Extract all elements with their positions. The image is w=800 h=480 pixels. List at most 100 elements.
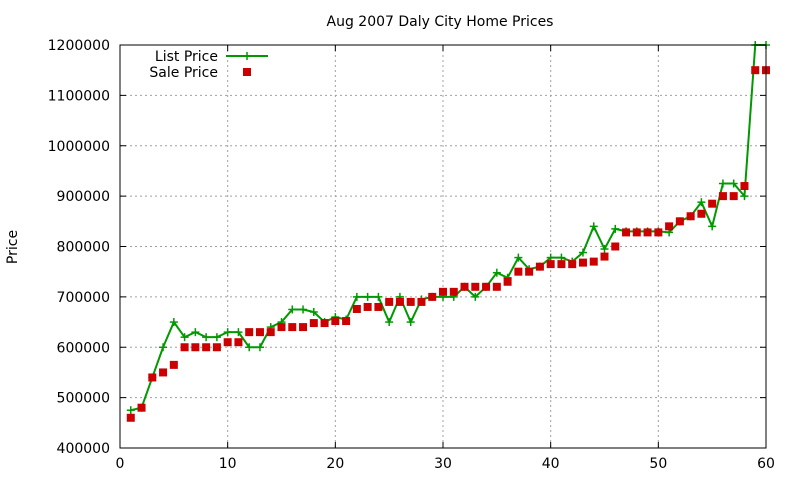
sale-price-point <box>665 222 674 231</box>
sale-price-point <box>503 277 512 286</box>
legend-label: Sale Price <box>149 65 218 81</box>
sale-price-point <box>374 302 383 311</box>
y-tick-label: 600000 <box>57 340 110 356</box>
y-tick-label: 900000 <box>57 189 110 205</box>
sale-price-point <box>482 282 491 291</box>
sale-price-point <box>428 292 437 301</box>
list-price-point <box>234 328 243 337</box>
sale-price-point <box>126 413 135 422</box>
x-tick-label: 10 <box>219 456 237 472</box>
sale-price-point <box>611 242 620 251</box>
sale-price-point <box>460 282 469 291</box>
list-price-point <box>255 343 264 352</box>
sale-price-point <box>622 228 631 237</box>
sale-price-point <box>535 262 544 271</box>
sale-price-point <box>568 260 577 269</box>
list-price-point <box>385 318 394 327</box>
sale-price-point <box>557 260 566 269</box>
list-price-point <box>245 343 254 352</box>
list-price-point <box>212 333 221 342</box>
sale-price-point <box>589 257 598 266</box>
chart-title: Aug 2007 Daly City Home Prices <box>327 14 554 30</box>
sale-price-point <box>148 373 157 382</box>
sale-price-point <box>492 282 501 291</box>
sale-price-point <box>212 343 221 352</box>
sale-price-point <box>740 182 749 191</box>
list-price-point <box>406 318 415 327</box>
sale-price-point <box>277 323 286 332</box>
sale-price-point <box>395 297 404 306</box>
sale-price-point <box>299 323 308 332</box>
sale-price-point <box>245 328 254 337</box>
sale-price-point <box>406 297 415 306</box>
list-price-point <box>578 248 587 257</box>
legend-square-swatch <box>243 68 251 76</box>
sale-price-point <box>180 343 189 352</box>
sale-price-point <box>191 343 200 352</box>
list-price-point <box>611 224 620 233</box>
list-price-point <box>202 333 211 342</box>
sale-price-point <box>417 297 426 306</box>
sale-price-point <box>234 338 243 347</box>
list-price-point <box>492 268 501 277</box>
sale-price-point <box>578 258 587 267</box>
grid-layer <box>120 45 766 448</box>
list-price-point <box>708 222 717 231</box>
x-tick-label: 0 <box>116 456 125 472</box>
y-tick-label: 700000 <box>57 290 110 306</box>
sale-price-point <box>686 212 695 221</box>
list-price-point <box>374 292 383 301</box>
y-tick-label: 1200000 <box>48 38 110 54</box>
sale-price-point <box>255 328 264 337</box>
sale-price-point <box>439 287 447 296</box>
list-price-point <box>159 343 168 352</box>
list-price-point <box>352 292 361 301</box>
sale-price-point <box>525 267 534 276</box>
sale-price-point <box>266 328 275 337</box>
sale-price-point <box>385 297 394 306</box>
sale-price-point <box>137 403 146 412</box>
sale-price-point <box>751 66 760 75</box>
x-tick-label: 50 <box>649 456 667 472</box>
sale-price-point <box>352 304 361 313</box>
sale-price-point <box>643 228 652 237</box>
list-price-point <box>299 305 308 314</box>
sale-price-point <box>320 319 329 328</box>
sale-price-point <box>697 209 706 218</box>
series-0 <box>126 41 770 415</box>
list-price-point <box>471 292 480 301</box>
sale-price-point <box>363 302 372 311</box>
y-tick-label: 1100000 <box>48 88 110 104</box>
sale-price-point <box>331 317 340 326</box>
list-price-point <box>363 292 372 301</box>
sale-price-point <box>471 282 480 291</box>
y-tick-label: 800000 <box>57 240 110 256</box>
sale-price-point <box>546 260 555 269</box>
sale-price-point <box>632 228 641 237</box>
list-price-point <box>169 318 178 327</box>
sale-price-point <box>169 360 178 369</box>
list-price-point <box>589 222 598 231</box>
sale-price-point <box>514 267 523 276</box>
series-layer <box>126 41 770 422</box>
x-tick-label: 60 <box>757 456 775 472</box>
y-tick-label: 400000 <box>57 441 110 457</box>
y-tick-label: 500000 <box>57 391 110 407</box>
list-price-point <box>740 192 749 201</box>
x-tick-label: 20 <box>326 456 344 472</box>
list-price-point <box>191 328 200 337</box>
y-tick-label: 1000000 <box>48 139 110 155</box>
list-price-point <box>309 307 318 316</box>
sale-price-point <box>223 338 232 347</box>
sale-price-point <box>708 199 717 208</box>
sale-price-point <box>729 192 738 201</box>
sale-price-point <box>309 319 318 328</box>
y-axis-label: Price <box>5 230 21 264</box>
legend-cross-swatch <box>243 52 251 60</box>
sale-price-point <box>654 228 663 237</box>
sale-price-point <box>342 317 351 326</box>
list-price-point <box>600 245 609 254</box>
list-price-point <box>514 253 523 262</box>
list-price-point <box>729 179 738 188</box>
